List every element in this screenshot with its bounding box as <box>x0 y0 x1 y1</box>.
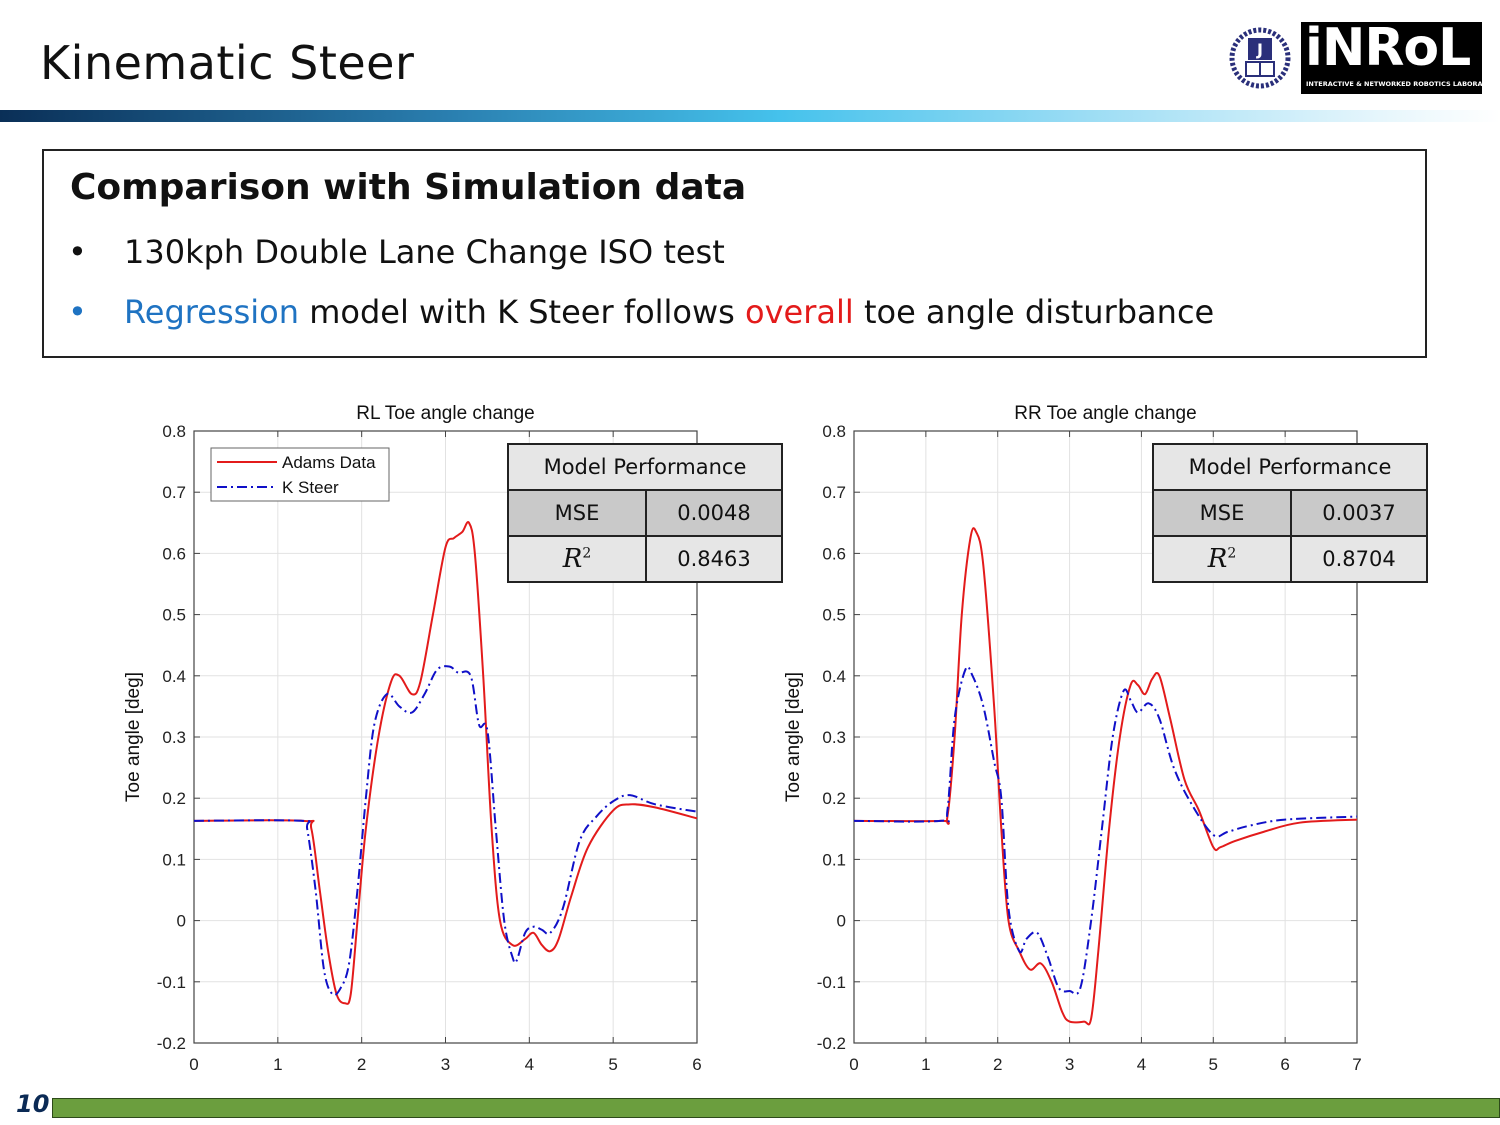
highlight-overall: overall <box>745 293 854 331</box>
chart-title: RR Toe angle change <box>1014 403 1196 424</box>
x-tick-label: 4 <box>525 1055 534 1074</box>
bullet-text: model with K Steer follows <box>299 293 746 331</box>
y-tick-label: -0.1 <box>157 973 186 992</box>
table-title: Model Performance <box>507 443 783 491</box>
bullet-test-description: • 130kph Double Lane Change ISO test <box>68 233 725 271</box>
x-tick-label: 6 <box>1280 1055 1289 1074</box>
r2-label: R2 <box>1152 535 1292 583</box>
bullet-text: 130kph Double Lane Change ISO test <box>124 233 725 271</box>
model-performance-table-rl: Model Performance MSE 0.0048 R2 0.8463 <box>507 443 783 583</box>
university-seal-logo: J <box>1229 27 1291 89</box>
r2-value: 0.8463 <box>645 535 783 583</box>
mse-label: MSE <box>507 489 647 537</box>
x-tick-label: 3 <box>441 1055 450 1074</box>
y-tick-label: 0.8 <box>162 422 186 441</box>
y-tick-label: 0.6 <box>822 544 846 563</box>
y-tick-label: 0.4 <box>822 667 846 686</box>
x-tick-label: 0 <box>189 1055 198 1074</box>
inrol-logo-subtext: INTERACTIVE & NETWORKED ROBOTICS LABORAT… <box>1306 80 1500 88</box>
title-gradient-bar <box>0 110 1500 122</box>
slide-title: Kinematic Steer <box>40 36 415 90</box>
inrol-logo: iNRoL INTERACTIVE & NETWORKED ROBOTICS L… <box>1301 18 1500 94</box>
y-tick-label: 0.7 <box>822 483 846 502</box>
r2-symbol: R <box>562 544 583 574</box>
x-tick-label: 3 <box>1065 1055 1074 1074</box>
summary-box: Comparison with Simulation data • 130kph … <box>42 149 1427 358</box>
highlight-regression: Regression <box>124 293 300 331</box>
legend-box <box>210 447 390 502</box>
y-tick-label: 0.1 <box>162 850 186 869</box>
x-tick-label: 2 <box>993 1055 1002 1074</box>
x-tick-label: 1 <box>921 1055 930 1074</box>
r2-superscript: 2 <box>582 545 592 562</box>
y-tick-label: 0.6 <box>162 544 186 563</box>
y-axis-label: Toe angle [deg] <box>123 672 144 802</box>
y-tick-label: -0.1 <box>817 973 846 992</box>
y-tick-label: 0.1 <box>822 850 846 869</box>
y-tick-label: 0.4 <box>162 667 186 686</box>
y-tick-label: 0.3 <box>822 728 846 747</box>
bullet-marker: • <box>68 233 87 271</box>
inrol-logo-text: iNRoL <box>1305 18 1471 78</box>
page-number: 10 <box>16 1090 50 1118</box>
x-tick-label: 6 <box>692 1055 701 1074</box>
table-title: Model Performance <box>1152 443 1428 491</box>
legend-label: K Steer <box>282 478 339 497</box>
x-tick-label: 4 <box>1137 1055 1146 1074</box>
x-tick-label: 5 <box>1209 1055 1218 1074</box>
mse-label: MSE <box>1152 489 1292 537</box>
y-tick-label: 0.3 <box>162 728 186 747</box>
footer-bar <box>52 1098 1500 1118</box>
legend: Adams Data K Steer <box>210 447 390 502</box>
series-line-k-steer <box>853 665 1358 996</box>
series-line-adams-data <box>853 527 1358 1026</box>
mse-value: 0.0048 <box>645 489 783 537</box>
y-tick-label: 0.5 <box>162 606 186 625</box>
svg-text:J: J <box>1256 40 1263 59</box>
r2-superscript: 2 <box>1227 545 1237 562</box>
y-tick-label: 0.5 <box>822 606 846 625</box>
y-tick-label: -0.2 <box>157 1034 186 1053</box>
model-performance-table-rr: Model Performance MSE 0.0037 R2 0.8704 <box>1152 443 1428 583</box>
y-tick-label: 0.8 <box>822 422 846 441</box>
series-line-k-steer <box>193 665 698 997</box>
y-tick-label: 0.2 <box>822 789 846 808</box>
plot-frame <box>853 430 1358 1044</box>
r2-symbol: R <box>1207 544 1228 574</box>
x-tick-label: 5 <box>608 1055 617 1074</box>
x-tick-label: 1 <box>273 1055 282 1074</box>
y-tick-label: 0.2 <box>162 789 186 808</box>
bullet-text: toe angle disturbance <box>853 293 1215 331</box>
chart-title: RL Toe angle change <box>356 403 535 424</box>
series-line-adams-data <box>193 521 698 1005</box>
r2-value: 0.8704 <box>1290 535 1428 583</box>
x-tick-label: 0 <box>849 1055 858 1074</box>
mse-value: 0.0037 <box>1290 489 1428 537</box>
y-tick-label: 0 <box>177 912 186 931</box>
bullet-marker: • <box>68 293 87 331</box>
x-tick-label: 7 <box>1352 1055 1361 1074</box>
r2-label: R2 <box>507 535 647 583</box>
legend-label: Adams Data <box>282 453 376 472</box>
plot-frame <box>193 430 698 1044</box>
y-tick-label: 0 <box>837 912 846 931</box>
y-tick-label: -0.2 <box>817 1034 846 1053</box>
y-axis-label: Toe angle [deg] <box>783 672 804 802</box>
summary-heading: Comparison with Simulation data <box>70 167 747 208</box>
bullet-regression-result: • Regression model with K Steer follows o… <box>68 293 1214 331</box>
y-tick-label: 0.7 <box>162 483 186 502</box>
x-tick-label: 2 <box>357 1055 366 1074</box>
